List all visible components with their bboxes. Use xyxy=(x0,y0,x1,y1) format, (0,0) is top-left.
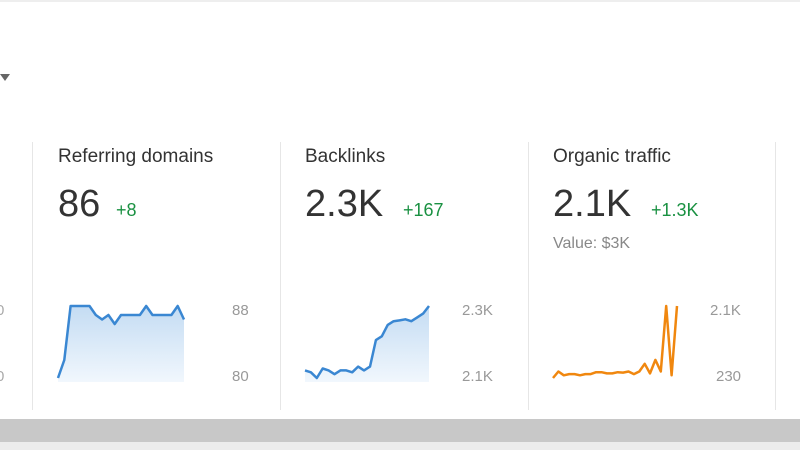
traffic-value-text: Value: $3K xyxy=(553,235,631,252)
card-title[interactable]: Referring domains xyxy=(58,146,214,167)
card-value: 2.3K xyxy=(305,183,384,225)
card-divider xyxy=(280,142,281,410)
card-divider xyxy=(32,142,33,410)
card-delta: +167 xyxy=(403,200,444,220)
card-title[interactable]: Organic traffic xyxy=(553,146,671,167)
axis-bottom-label: 80 xyxy=(232,368,249,385)
axis-top-label: 88 xyxy=(232,302,249,319)
sparkline-line xyxy=(304,305,430,380)
horizontal-scrollbar[interactable] xyxy=(0,419,800,442)
header-area xyxy=(0,0,800,121)
partial-axis-bottom: 0 xyxy=(0,368,5,385)
card-divider xyxy=(775,142,776,410)
sparkline-area xyxy=(58,306,184,382)
metric-card-organic-traffic[interactable]: Organic traffic 2.1K +1.3K Value: $3K 2.… xyxy=(552,120,763,416)
card-delta: +8 xyxy=(116,200,137,220)
axis-top-label: 2.3K xyxy=(462,302,493,319)
sparkline-chart xyxy=(56,304,186,382)
bottom-edge xyxy=(0,442,800,450)
header-top-edge xyxy=(0,0,800,2)
sparkline-area xyxy=(305,306,429,382)
dropdown-caret-icon[interactable] xyxy=(0,74,10,81)
partial-axis-top: 0 xyxy=(0,302,5,319)
axis-bottom-label: 2.1K xyxy=(462,368,493,385)
sparkline-line xyxy=(552,304,679,379)
sparkline-line xyxy=(56,304,186,379)
card-divider xyxy=(528,142,529,410)
sparkline-chart xyxy=(304,305,430,382)
metric-card-referring-domains[interactable]: Referring domains 86 +8 88 80 xyxy=(56,120,268,416)
card-value: 2.1K xyxy=(553,183,632,225)
axis-top-label: 2.1K xyxy=(710,302,741,319)
card-title[interactable]: Backlinks xyxy=(305,146,386,167)
card-value: 86 xyxy=(58,183,101,225)
card-delta: +1.3K xyxy=(651,200,699,220)
metric-card-backlinks[interactable]: Backlinks 2.3K +167 2.3K 2.1K xyxy=(304,120,515,416)
metrics-panel: 0 0 Referring domains 86 +8 88 80 Backli… xyxy=(0,120,800,416)
sparkline-chart xyxy=(552,304,679,379)
axis-bottom-label: 230 xyxy=(716,368,742,385)
